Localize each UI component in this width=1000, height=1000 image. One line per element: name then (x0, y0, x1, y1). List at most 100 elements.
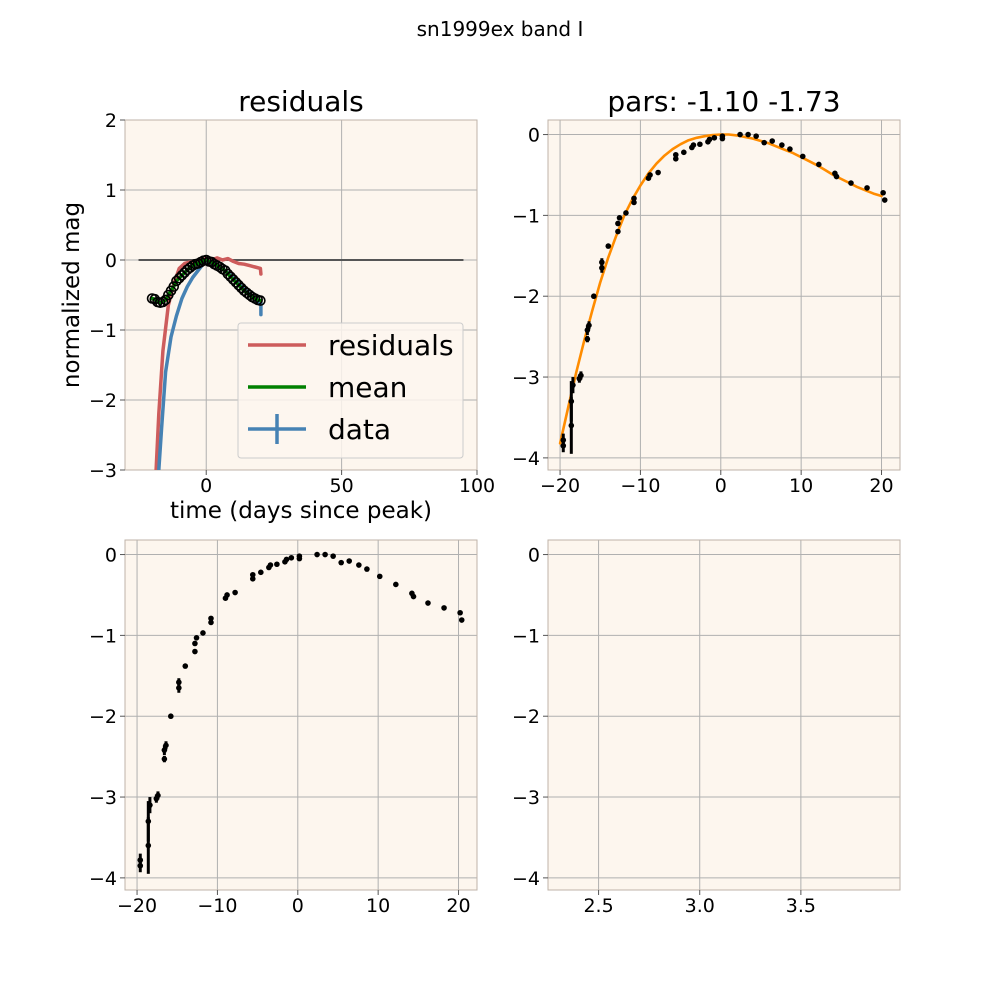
time-panel-observation-point (182, 663, 189, 669)
fit-panel-observation-point (599, 265, 605, 271)
fit-ytick-label: −4 (512, 448, 540, 470)
fit-panel-observation-point (719, 135, 726, 142)
fit-panel-observation-point (615, 228, 621, 235)
fit-xtick-label: −10 (620, 475, 660, 497)
time-panel-observation-point (441, 605, 447, 611)
fit-ytick-label: −3 (512, 367, 540, 389)
fit-panel-observation-point (605, 243, 612, 249)
time-panel-observation-point (267, 562, 274, 568)
data_log-axes-frame (547, 539, 901, 891)
residuals-xlabel: time (days since peak) (170, 498, 432, 524)
fit-axes-frame (547, 119, 901, 471)
fit-panel-observation-point (655, 169, 661, 176)
time-panel-observation-point (224, 592, 230, 598)
data_time-ytick-label: −1 (89, 625, 117, 647)
fit-panel-observation-point (647, 172, 653, 178)
fit-panel-observation-point (833, 173, 840, 180)
time-panel-observation-point (322, 551, 328, 558)
fit-panel-observation-point (737, 131, 743, 138)
fit-panel-observation-point (745, 131, 751, 138)
data_log-ytick-label: −3 (512, 787, 540, 809)
mean-marker-circle (206, 256, 217, 268)
fit-panel-observation-point (690, 142, 697, 148)
mean-marker-circle (244, 289, 255, 301)
fit-xtick-label: 10 (789, 475, 813, 497)
legend-entry-0: residuals (248, 329, 454, 362)
data_log-plot-background (548, 540, 900, 890)
legend-label-2: data (328, 413, 391, 446)
data_time-xtick-label: −20 (117, 895, 157, 917)
data_time-plot-area (137, 551, 465, 874)
residuals-ytick-label: 2 (105, 110, 117, 132)
fit-panel-observation-point (779, 142, 785, 148)
legend-label-1: mean (328, 371, 407, 404)
legend-entry-2: data (248, 413, 391, 446)
legend-entry-1: mean (248, 371, 407, 404)
fit-ytick-label: 0 (528, 125, 540, 147)
fit-panel-observation-point (672, 155, 679, 162)
fit-panel-observation-point (570, 382, 576, 388)
fit-panel-observation-point (799, 153, 806, 160)
time-panel-observation-point (364, 566, 370, 572)
time-panel-observation-point (137, 857, 144, 863)
fit-panel-observation-point (615, 220, 621, 227)
fit-plot-background (548, 120, 900, 470)
time-panel-observation-point (249, 575, 256, 582)
fit-panel-observation-point (591, 293, 597, 300)
mean-marker-circle (184, 262, 196, 274)
fit-panel-observation-point (623, 210, 629, 216)
mean-marker-circle (228, 274, 239, 285)
residuals-ytick-label: −3 (89, 460, 117, 482)
mean-marker-circle (168, 281, 180, 292)
fit-panel-observation-point (787, 146, 793, 152)
mean-marker-circle (157, 296, 169, 308)
time-panel-observation-point (376, 573, 383, 580)
data_time-xtick-label: 20 (446, 895, 470, 917)
residuals-xtick-label: 50 (330, 475, 354, 497)
data_time-plot-background (125, 540, 477, 890)
data_log-ytick-label: 0 (528, 545, 540, 567)
mean-marker-circle (255, 295, 266, 306)
fit-panel-observation-point (599, 259, 605, 266)
time-panel-observation-point (346, 558, 353, 564)
data-log-panel: 2.5 3.0 3.5 −4 −3 −2 −1 0 (512, 539, 901, 917)
fit-panel-observation-point (816, 161, 822, 168)
residuals-legend: residuals mean data (237, 322, 464, 459)
time-panel-observation-point (283, 556, 290, 563)
time-panel-observation-point (208, 615, 214, 622)
fit-plot-area (558, 131, 888, 454)
residuals-ytick-label: 0 (105, 250, 117, 272)
residuals-xtick-label: 100 (459, 475, 495, 497)
fit-panel-observation-point (864, 185, 870, 191)
mean-marker-circle (171, 275, 182, 287)
time-panel-observation-point (258, 569, 264, 576)
time-panel-observation-point (232, 589, 238, 596)
data_time-ytick-label: 0 (105, 545, 117, 567)
time-panel-observation-point (393, 581, 399, 588)
fit-panel-observation-point (681, 149, 687, 156)
mean-marker-circle (176, 270, 188, 281)
mean-marker-circle (230, 277, 242, 288)
time-panel-observation-point (155, 792, 161, 799)
data_time-xtick-label: 10 (366, 895, 390, 917)
time-panel-observation-point (296, 555, 303, 562)
data_time-ytick-label: −3 (89, 787, 117, 809)
data_log-ytick-label: −2 (512, 706, 540, 728)
fit-panel-observation-point (711, 134, 718, 141)
data_time-ytick-label: −2 (89, 706, 117, 728)
data_log-ytick-label: −4 (512, 868, 540, 890)
data_log-xtick-label: 3.0 (685, 895, 715, 917)
fit-panel-observation-point (584, 336, 591, 342)
time-panel-observation-point (208, 619, 214, 626)
time-panel-observation-point (147, 802, 153, 808)
legend-box (237, 322, 464, 459)
fit-panel-observation-point (769, 138, 776, 144)
fit-panel-observation-point (631, 199, 637, 206)
mean-marker-circle (173, 272, 185, 284)
time-panel-observation-point (356, 562, 362, 568)
fit-panel-observation-point (880, 189, 886, 196)
fit-panel-observation-point (586, 322, 592, 329)
time-panel-observation-point (457, 609, 463, 616)
data_time-axes-frame (124, 539, 478, 891)
